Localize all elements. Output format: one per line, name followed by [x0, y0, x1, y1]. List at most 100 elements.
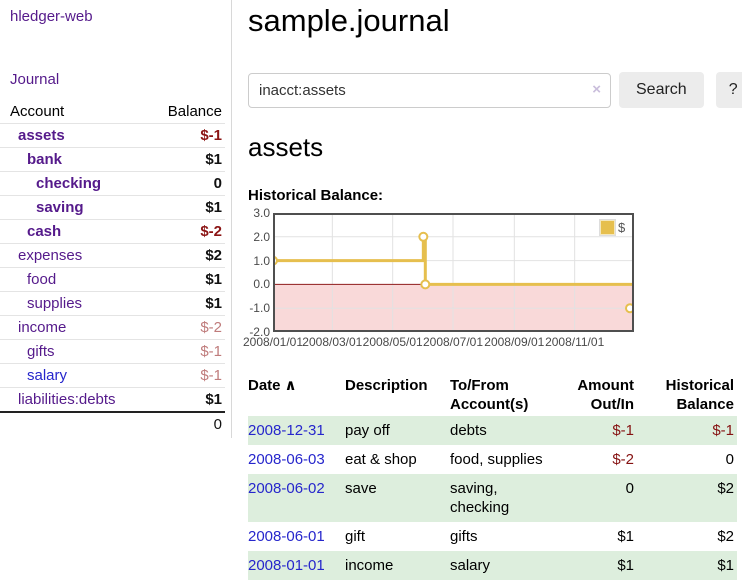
- transaction-tofrom-accounts: gifts: [450, 528, 478, 545]
- y-axis-tick-label: -1.0: [249, 301, 270, 316]
- x-axis-tick-label: 2008/11/01: [545, 335, 605, 349]
- account-row: supplies $1: [0, 291, 225, 316]
- account-link-saving[interactable]: saving: [36, 199, 84, 216]
- account-row: assets $-1: [0, 123, 225, 148]
- account-row: bank $1: [0, 147, 225, 172]
- y-axis-tick-label: 0.0: [253, 277, 270, 292]
- main-content: sample.journal × Search ? assets Histori…: [232, 0, 742, 580]
- transactions-table: Date ∧ Description To/From Account(s) Amo…: [248, 374, 737, 580]
- account-link-salary[interactable]: salary: [27, 367, 68, 384]
- data-point-marker: [418, 231, 429, 242]
- account-row: food $1: [0, 267, 225, 292]
- chart-legend: $: [600, 220, 625, 235]
- y-axis-tick-label: 3.0: [253, 206, 270, 220]
- search-button[interactable]: Search: [619, 72, 704, 108]
- x-axis-tick-label: 2008/03/01: [302, 335, 363, 349]
- accounts-total-value: 0: [150, 411, 225, 436]
- sidebar-item-journal[interactable]: Journal: [10, 71, 60, 88]
- account-row: income $-2: [0, 315, 225, 340]
- account-balance: $1: [205, 271, 222, 288]
- historical-balance-chart: $ 3.0 2.0 1.0 0.0 -1.0 -2.0 2008/01/01 2008/03/…: [243, 206, 648, 353]
- transaction-amount: $-2: [612, 451, 634, 468]
- transaction-tofrom-accounts: saving, checking: [450, 480, 510, 516]
- help-button[interactable]: ?: [715, 72, 742, 108]
- column-header-description: Description: [345, 377, 428, 394]
- transaction-date-link[interactable]: 2008-06-03: [248, 451, 325, 468]
- column-header-date-sort[interactable]: Date ∧: [248, 377, 297, 394]
- transaction-amount: $-1: [612, 422, 634, 439]
- account-link-checking[interactable]: checking: [36, 175, 102, 192]
- transaction-date-link[interactable]: 2008-06-02: [248, 480, 325, 497]
- account-balance: $-2: [200, 223, 222, 240]
- y-axis-tick-label: 2.0: [253, 229, 270, 244]
- clear-search-icon[interactable]: ×: [592, 80, 601, 98]
- account-link-assets[interactable]: assets: [18, 127, 65, 144]
- transaction-description: income: [345, 557, 394, 574]
- transaction-amount: $1: [617, 557, 634, 574]
- account-link-income[interactable]: income: [18, 319, 67, 336]
- legend-color-swatch: [600, 220, 615, 235]
- search-input[interactable]: [248, 72, 611, 108]
- data-point-marker: [625, 303, 634, 314]
- account-balance: $1: [205, 391, 222, 408]
- account-link-bank[interactable]: bank: [27, 151, 63, 168]
- account-link-food[interactable]: food: [27, 271, 57, 288]
- transaction-description: save: [345, 480, 377, 497]
- account-balance: $-1: [200, 343, 222, 360]
- transaction-description: eat & shop: [345, 451, 417, 468]
- app-brand-link[interactable]: hledger-web: [10, 8, 93, 25]
- account-link-expenses[interactable]: expenses: [18, 247, 83, 264]
- transaction-balance: $2: [717, 480, 734, 497]
- account-link-liabilities-debts[interactable]: liabilities:debts: [18, 391, 116, 408]
- transaction-row: 2008-06-03 eat & shop food, supplies $-2 0: [248, 445, 737, 474]
- transaction-balance: $2: [717, 528, 734, 545]
- sort-asc-icon: ∧: [284, 377, 297, 394]
- transaction-amount: $1: [617, 528, 634, 545]
- transaction-balance: 0: [725, 451, 734, 468]
- chart-plot: [273, 213, 634, 332]
- y-axis-tick-label: -2.0: [249, 325, 270, 339]
- transaction-row: 2008-12-31 pay off debts $-1 $-1: [248, 416, 737, 445]
- transaction-row: 2008-06-02 save saving, checking 0 $2: [248, 474, 737, 522]
- account-balance: $-2: [200, 319, 222, 336]
- account-link-gifts[interactable]: gifts: [27, 343, 55, 360]
- transaction-description: pay off: [345, 422, 390, 439]
- transaction-date-link[interactable]: 2008-12-31: [248, 422, 325, 439]
- transaction-balance: $-1: [712, 422, 734, 439]
- chart-title: Historical Balance:: [248, 187, 384, 204]
- transaction-date-link[interactable]: 2008-01-01: [248, 557, 325, 574]
- account-balance: $2: [205, 247, 222, 264]
- search-bar: × Search ?: [248, 72, 742, 108]
- account-row: gifts $-1: [0, 339, 225, 364]
- accounts-header-balance: Balance: [167, 103, 222, 120]
- account-balance: $-1: [200, 127, 222, 144]
- account-link-cash[interactable]: cash: [27, 223, 62, 240]
- accounts-total-row: 0: [0, 411, 225, 436]
- account-link-supplies[interactable]: supplies: [27, 295, 83, 312]
- column-header-tofrom: To/From Account(s): [450, 377, 529, 413]
- legend-label: $: [618, 220, 626, 235]
- transaction-description: gift: [345, 528, 366, 545]
- account-row: liabilities:debts $1: [0, 387, 225, 412]
- transaction-tofrom-accounts: salary: [450, 557, 491, 574]
- sidebar: hledger-web Journal Account Balance asse…: [0, 0, 232, 438]
- transaction-balance: $1: [717, 557, 734, 574]
- account-balance: 0: [213, 175, 222, 192]
- account-row: cash $-2: [0, 219, 225, 244]
- account-heading: assets: [248, 132, 324, 162]
- transaction-date-link[interactable]: 2008-06-01: [248, 528, 325, 545]
- account-row: expenses $2: [0, 243, 225, 268]
- accounts-header-account: Account: [10, 103, 65, 120]
- account-row: checking 0: [0, 171, 225, 196]
- account-row: salary $-1: [0, 363, 225, 388]
- transaction-tofrom-accounts: food, supplies: [450, 451, 543, 468]
- column-header-amount: Amount Out/In: [577, 377, 634, 413]
- data-point-marker: [420, 279, 431, 290]
- transaction-amount: 0: [625, 480, 634, 497]
- transactions-header-row: Date ∧ Description To/From Account(s) Amo…: [248, 374, 737, 416]
- y-axis-tick-label: 1.0: [253, 253, 270, 268]
- accounts-table: Account Balance assets $-1 bank $1 checking 0…: [0, 100, 225, 436]
- x-axis-tick-label: 2008/09/01: [484, 335, 545, 349]
- account-balance: $1: [205, 199, 222, 216]
